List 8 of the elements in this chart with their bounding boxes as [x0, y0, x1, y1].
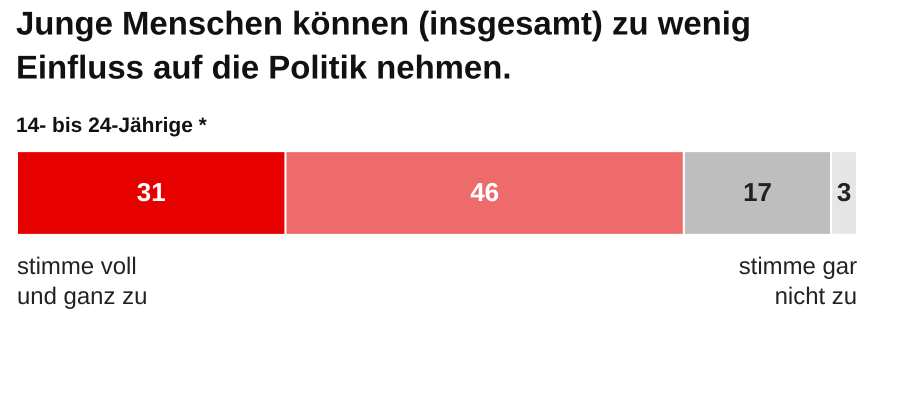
- data-label: 46: [470, 178, 500, 207]
- chart-title: Junge Menschen können (insgesamt) zu wenig Einfluss auf die Politik nehmen.: [16, 4, 751, 86]
- data-label: 31: [136, 178, 166, 207]
- text: stimme gar nicht zu: [738, 252, 858, 310]
- data-label: 3: [836, 178, 852, 207]
- chart-subtitle: 14- bis 24-Jährige *: [16, 114, 208, 138]
- text: stimme voll und ganz zu: [16, 252, 148, 310]
- data-label: 17: [743, 178, 772, 207]
